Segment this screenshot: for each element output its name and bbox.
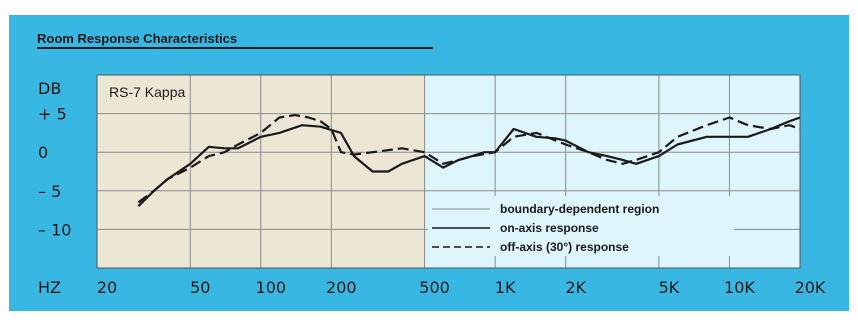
legend: boundary-dependent region on-axis respons… bbox=[432, 202, 659, 254]
legend-box bbox=[428, 196, 734, 256]
y-tick-label: 0 bbox=[38, 143, 48, 162]
x-tick-label: 10K bbox=[724, 278, 755, 297]
x-tick-label: 200 bbox=[326, 278, 357, 297]
model-label: RS-7 Kappa bbox=[109, 84, 185, 100]
x-tick-label: 50 bbox=[190, 278, 210, 297]
legend-label-off-axis-response: off-axis (30°) response bbox=[500, 240, 629, 254]
y-tick-label: – 5 bbox=[38, 182, 61, 201]
y-tick-label: + 5 bbox=[38, 105, 67, 124]
title-underline bbox=[37, 47, 433, 49]
y-axis-label: DB bbox=[38, 79, 61, 98]
x-axis-label: HZ bbox=[38, 278, 61, 297]
x-tick-label: 1K bbox=[495, 278, 516, 297]
chart-title: Room Response Characteristics bbox=[37, 31, 238, 46]
plot-frame bbox=[96, 74, 801, 269]
off-axis-response-line bbox=[137, 113, 801, 204]
x-tick-label: 20 bbox=[97, 278, 117, 297]
y-tick-label: – 10 bbox=[38, 220, 71, 239]
x-tick-label: 20K bbox=[795, 278, 826, 297]
legend-label-on-axis-response: on-axis response bbox=[500, 221, 599, 235]
axis-labels: DB + 5 0 – 5 – 10 HZ 20 50 100 200 500 1K 2K 5K 10K 20K… bbox=[38, 79, 826, 297]
x-tick-label: 500 bbox=[419, 278, 450, 297]
x-tick-label: 2K bbox=[565, 278, 586, 297]
x-tick-label: 5K bbox=[659, 278, 680, 297]
series-lines bbox=[137, 113, 801, 207]
x-tick-label: 100 bbox=[256, 278, 287, 297]
legend-label-boundary-dependent-region: boundary-dependent region bbox=[500, 202, 659, 216]
legend-background bbox=[428, 196, 734, 256]
